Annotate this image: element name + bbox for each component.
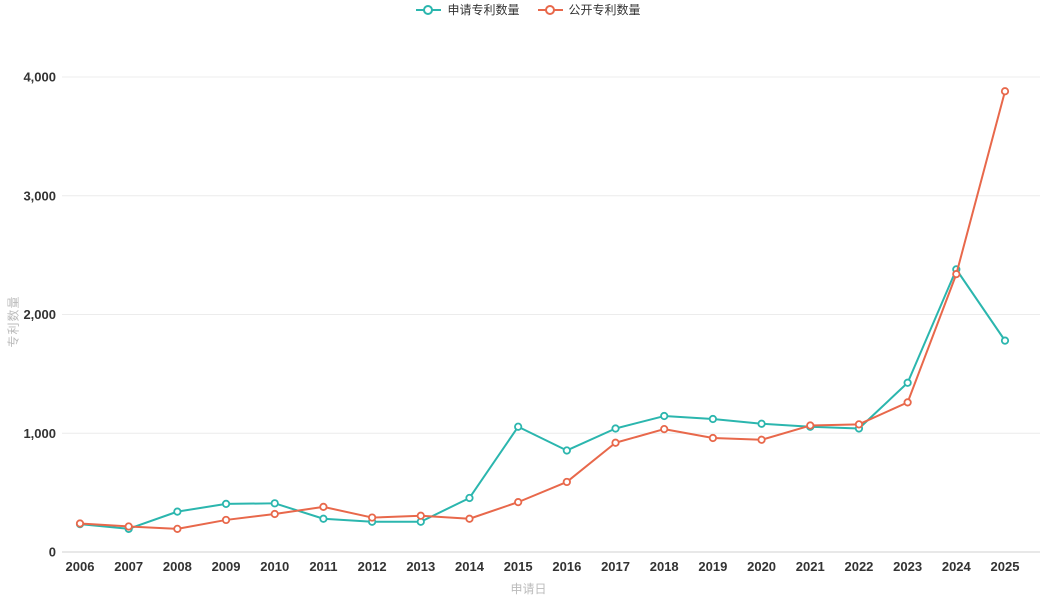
x-tick-label-2007: 2007 (114, 559, 143, 574)
data-point-申请专利数量-2025[interactable] (1000, 336, 1010, 345)
series-line-申请专利数量 (79, 268, 1006, 530)
data-point-公开专利数量-2018[interactable] (660, 424, 669, 434)
data-point-公开专利数量-2015[interactable] (514, 498, 523, 507)
data-point-申请专利数量-2019[interactable] (708, 414, 717, 424)
data-point-公开专利数量-2020[interactable] (757, 435, 766, 444)
data-point-公开专利数量-2025[interactable] (1000, 87, 1010, 96)
data-point-申请专利数量-2020[interactable] (757, 419, 766, 428)
x-tick-label-2013: 2013 (406, 559, 435, 574)
data-point-公开专利数量-2008[interactable] (173, 524, 182, 533)
x-tick-label-2015: 2015 (504, 559, 533, 574)
data-point-申请专利数量-2009[interactable] (221, 499, 231, 509)
x-tick-label-2014: 2014 (455, 559, 485, 574)
data-point-公开专利数量-2022[interactable] (854, 420, 864, 429)
data-point-申请专利数量-2011[interactable] (319, 514, 328, 523)
x-tick-label-2024: 2024 (942, 559, 972, 574)
data-point-申请专利数量-2014[interactable] (465, 493, 474, 503)
x-tick-label-2017: 2017 (601, 559, 630, 574)
legend-label-applied-patents: 申请专利数量 (447, 3, 520, 17)
data-point-公开专利数量-2012[interactable] (368, 513, 377, 522)
y-tick-label-0: 0 (49, 545, 56, 560)
legend-label-published-patents: 公开专利数量 (568, 3, 641, 17)
x-tick-label-2022: 2022 (844, 559, 873, 574)
data-point-公开专利数量-2011[interactable] (319, 502, 328, 511)
data-point-申请专利数量-2023[interactable] (903, 378, 912, 387)
data-point-申请专利数量-2018[interactable] (660, 411, 669, 421)
data-point-公开专利数量-2010[interactable] (270, 509, 279, 519)
x-tick-label-2021: 2021 (796, 559, 825, 574)
x-tick-label-2023: 2023 (893, 559, 922, 574)
x-tick-label-2011: 2011 (309, 559, 337, 574)
data-point-公开专利数量-2014[interactable] (465, 514, 474, 523)
data-point-公开专利数量-2016[interactable] (562, 477, 571, 487)
y-tick-label-1000: 1,000 (23, 426, 56, 441)
data-point-申请专利数量-2016[interactable] (562, 446, 571, 455)
x-tick-label-2018: 2018 (650, 559, 679, 574)
legend-item-published-patents[interactable]: 公开专利数量 (537, 3, 641, 17)
data-point-申请专利数量-2008[interactable] (173, 507, 182, 516)
data-point-公开专利数量-2009[interactable] (221, 515, 231, 525)
data-point-申请专利数量-2017[interactable] (611, 424, 620, 433)
data-point-申请专利数量-2015[interactable] (514, 422, 523, 431)
y-tick-label-4000: 4,000 (23, 70, 56, 85)
data-point-公开专利数量-2019[interactable] (708, 433, 717, 443)
x-tick-label-2006: 2006 (66, 559, 95, 574)
x-tick-label-2025: 2025 (991, 559, 1020, 574)
data-point-公开专利数量-2006[interactable] (75, 519, 85, 528)
data-point-公开专利数量-2007[interactable] (124, 522, 133, 531)
y-tick-label-3000: 3,000 (23, 188, 56, 203)
legend-line-circle-icon (416, 4, 442, 16)
data-point-公开专利数量-2013[interactable] (416, 511, 425, 520)
y-axis-title: 专利数量 (6, 295, 21, 348)
x-axis-title: 申请日 (510, 582, 547, 596)
data-point-公开专利数量-2024[interactable] (952, 270, 961, 279)
data-point-公开专利数量-2017[interactable] (611, 438, 620, 447)
legend: 申请专利数量 公开专利数量 (0, 3, 1057, 17)
x-tick-label-2019: 2019 (698, 559, 727, 574)
legend-item-applied-patents[interactable]: 申请专利数量 (416, 3, 520, 17)
legend-line-circle-icon (537, 4, 563, 16)
data-point-申请专利数量-2010[interactable] (270, 499, 279, 508)
series-line-公开专利数量 (79, 90, 1006, 530)
x-tick-label-2008: 2008 (163, 559, 192, 574)
x-tick-label-2020: 2020 (747, 559, 776, 574)
x-tick-label-2009: 2009 (212, 559, 241, 574)
y-tick-label-2000: 2,000 (23, 307, 56, 322)
data-point-公开专利数量-2021[interactable] (806, 421, 815, 430)
x-tick-label-2016: 2016 (552, 559, 581, 574)
data-point-公开专利数量-2023[interactable] (903, 398, 912, 407)
x-tick-label-2012: 2012 (358, 559, 387, 574)
x-tick-label-2010: 2010 (260, 559, 289, 574)
